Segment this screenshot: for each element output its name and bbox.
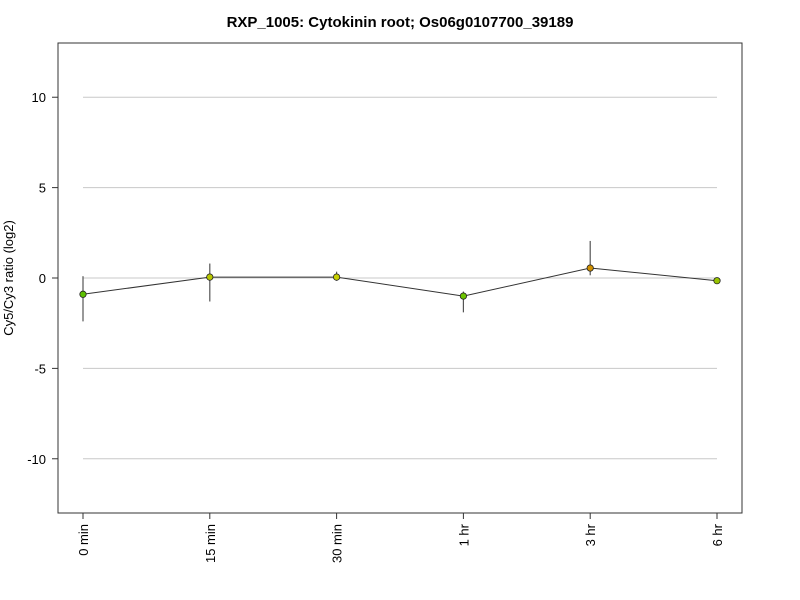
series bbox=[79, 240, 721, 322]
data-point bbox=[79, 290, 87, 298]
y-tick-label: -5 bbox=[34, 361, 46, 376]
series-line bbox=[82, 267, 718, 297]
y-tick-label: -10 bbox=[27, 452, 46, 467]
data-point bbox=[586, 264, 594, 272]
x-tick-label: 3 hr bbox=[583, 523, 598, 546]
y-tick-label: 10 bbox=[32, 90, 46, 105]
chart-title: RXP_1005: Cytokinin root; Os06g0107700_3… bbox=[227, 14, 574, 31]
x-tick-label: 1 hr bbox=[456, 523, 471, 546]
x-tick-label: 6 hr bbox=[710, 523, 725, 546]
data-point bbox=[332, 273, 341, 281]
x-tick-label: 30 min bbox=[330, 524, 345, 563]
x-tick-label: 15 min bbox=[203, 524, 218, 563]
x-axis: 0 min 15 min 30 min 1 hr 3 hr 6 hr bbox=[76, 513, 725, 563]
y-axis-label: Cy5/Cy3 ratio (log2) bbox=[1, 220, 16, 336]
x-tick-label: 0 min bbox=[76, 524, 91, 556]
y-tick-label: 0 bbox=[39, 271, 46, 286]
y-axis: -10 -5 0 5 10 bbox=[27, 90, 58, 467]
y-tick-label: 5 bbox=[39, 181, 46, 196]
data-point bbox=[713, 277, 721, 285]
data-point bbox=[459, 292, 467, 300]
grid-lines bbox=[83, 96, 717, 460]
data-point bbox=[206, 273, 214, 281]
